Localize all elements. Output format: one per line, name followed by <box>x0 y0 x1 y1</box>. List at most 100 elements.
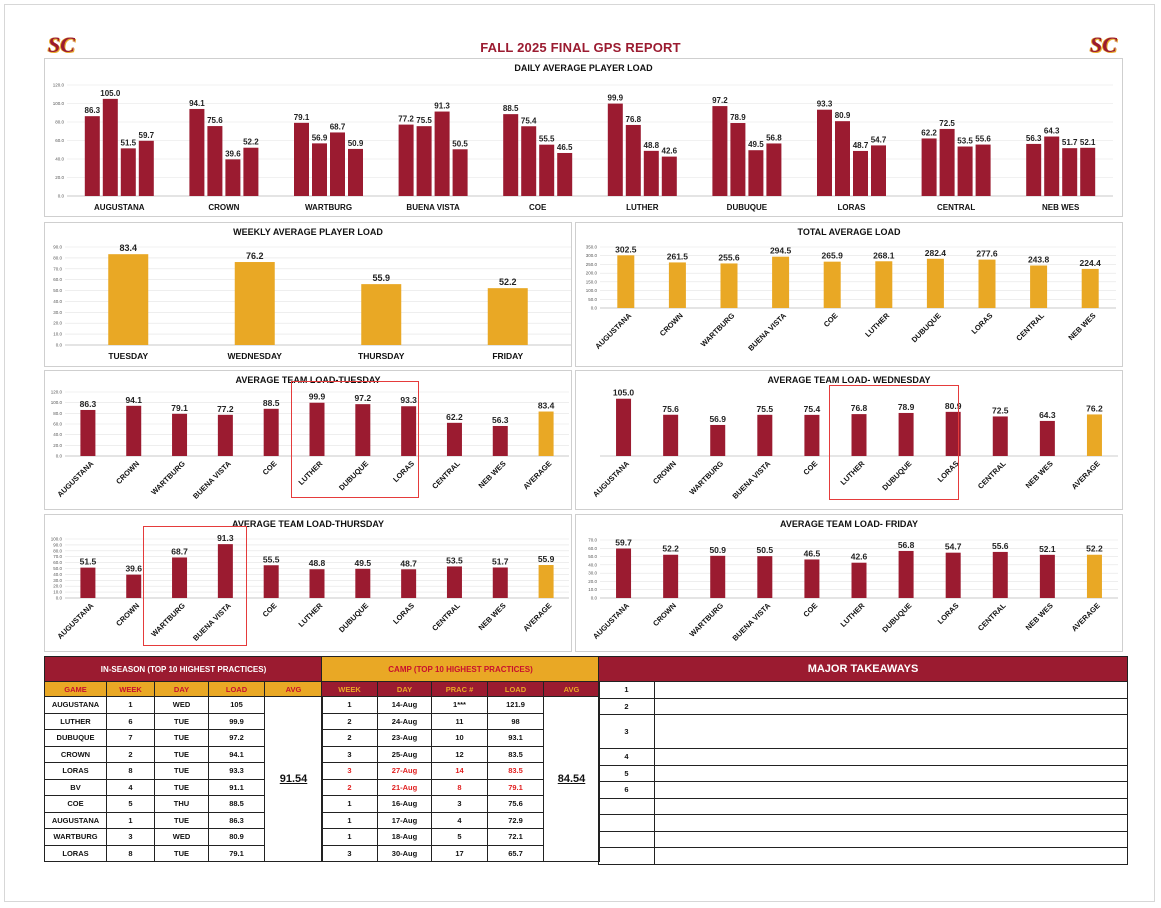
table-cell: 4 <box>106 778 155 796</box>
table-cell: TUE <box>154 811 209 829</box>
bar-central <box>992 416 1008 456</box>
y-tick-label: 70.0 <box>588 538 597 543</box>
data-label: 91.3 <box>217 533 234 543</box>
takeaway-row <box>598 797 1129 815</box>
data-label: 51.5 <box>80 557 97 567</box>
table-row: 1 16-Aug 3 75.6 <box>321 795 600 813</box>
bar-dubuque <box>355 404 371 456</box>
data-label: 265.9 <box>822 251 844 261</box>
bar-average <box>538 411 554 456</box>
bar-dubuque <box>898 550 914 598</box>
table-row: 3 27-Aug 14 83.5 <box>321 762 600 780</box>
table-cell: WED <box>154 696 209 714</box>
wednesday-load-panel: AVERAGE TEAM LOAD- WEDNESDAY 105.0 AUGUST… <box>575 370 1123 510</box>
table-cell: 25-Aug <box>377 745 432 763</box>
x-tick-label: CENTRAL <box>430 601 462 633</box>
takeaway-number: 4 <box>598 748 655 766</box>
data-label: 55.6 <box>975 135 991 144</box>
data-label: 105.0 <box>613 388 635 398</box>
table-cell: WED <box>154 828 209 846</box>
table-row: BV 4 TUE 91.1 <box>44 778 323 796</box>
x-tick-label: CROWN <box>651 459 678 486</box>
bar-central-thursday <box>957 146 973 196</box>
bar-average <box>1086 414 1102 456</box>
takeaway-number: 6 <box>598 781 655 799</box>
table-cell: 83.5 <box>487 745 544 763</box>
x-tick-label: LUTHER <box>297 459 325 487</box>
table-cell: 2 <box>321 729 378 747</box>
y-tick-label: 0.0 <box>56 454 63 459</box>
y-tick-label: 10.0 <box>53 332 62 337</box>
col-header-load: LOAD <box>487 681 544 697</box>
data-label: 224.4 <box>1080 258 1102 268</box>
x-tick-label: DUBUQUE <box>880 601 913 634</box>
bar-buena-vista <box>217 414 233 456</box>
y-tick-label: 50.0 <box>53 288 62 293</box>
data-label: 80.9 <box>835 111 851 120</box>
bar-loras <box>401 406 417 456</box>
data-label: 62.2 <box>446 412 463 422</box>
inseason-table: IN-SEASON (TOP 10 HIGHEST PRACTICES) GAM… <box>43 656 324 862</box>
table-cell: LUTHER <box>44 712 107 730</box>
table-cell: 1 <box>106 696 155 714</box>
x-tick-label: COE <box>261 459 279 477</box>
x-tick-label: CENTRAL <box>1014 311 1046 343</box>
table-cell: 1 <box>321 811 378 829</box>
table-cell: 3 <box>321 745 378 763</box>
takeaway-number: 5 <box>598 764 655 782</box>
bar-buena-vista-wednesday <box>416 126 432 196</box>
bar-loras <box>401 569 417 598</box>
y-tick-label: 20.0 <box>55 175 64 180</box>
report-title: FALL 2025 FINAL GPS REPORT <box>480 40 681 55</box>
x-tick-label: NEB WES <box>1024 601 1055 632</box>
table-row: LORAS 8 TUE 93.3 <box>44 762 323 780</box>
table-row: LUTHER 6 TUE 99.9 <box>44 712 323 730</box>
takeaway-row: 3 <box>598 714 1129 749</box>
col-header-day: DAY <box>154 681 209 697</box>
data-label: 46.5 <box>557 143 573 152</box>
y-tick-label: 20.0 <box>53 584 62 589</box>
bar-wartburg-friday <box>348 148 363 196</box>
table-cell: 80.9 <box>208 828 265 846</box>
table-cell: 2 <box>321 778 378 796</box>
bar-crown-tuesday <box>189 108 205 196</box>
x-tick-label: AVERAGE <box>1070 459 1102 491</box>
page-frame <box>4 4 1155 902</box>
x-tick-label: NEB WES <box>477 601 508 632</box>
x-tick-label: WARTBURG <box>149 601 187 639</box>
x-tick-label: WARTBURG <box>688 601 726 639</box>
table-cell: 3 <box>106 828 155 846</box>
takeaway-text <box>653 748 1129 766</box>
y-tick-label: 20.0 <box>53 321 62 326</box>
x-tick-label: CENTRAL <box>976 459 1008 491</box>
table-cell: 30-Aug <box>377 844 432 862</box>
table-cell: 4 <box>431 811 488 829</box>
bar-neb-wes-wednesday <box>1044 136 1060 196</box>
y-tick-label: 70.0 <box>53 266 62 271</box>
bar-neb-wes <box>1081 268 1099 308</box>
data-label: 79.1 <box>294 113 310 122</box>
table-cell: 98 <box>487 712 544 730</box>
bar-central <box>992 551 1008 598</box>
data-label: 86.3 <box>80 399 97 409</box>
takeaway-row: 4 <box>598 748 1129 766</box>
data-label: 48.8 <box>644 141 660 150</box>
x-tick-label: DUBUQUE <box>337 459 370 492</box>
takeaway-row <box>598 847 1129 865</box>
x-tick-label: NEB WES <box>477 459 508 490</box>
y-tick-label: 0.0 <box>56 596 63 601</box>
y-tick-label: 50.0 <box>588 554 597 559</box>
bar-dubuque-thursday <box>748 150 764 196</box>
bar-wartburg <box>710 424 726 456</box>
y-tick-label: 30.0 <box>588 571 597 576</box>
data-label: 48.7 <box>400 558 417 568</box>
takeaway-row: 2 <box>598 697 1129 715</box>
bar-luther-friday <box>661 156 677 196</box>
total-load-chart: 0.0 50.0 100.0 150.0 200.0 250.0 300.0 350.0 302… <box>586 244 1116 353</box>
data-label: 56.9 <box>312 133 328 142</box>
bar-dubuque <box>898 412 914 456</box>
bar-central-tuesday <box>921 138 937 196</box>
bar-augustana <box>80 409 96 456</box>
data-label: 76.2 <box>246 251 264 261</box>
data-label: 55.9 <box>538 554 555 564</box>
